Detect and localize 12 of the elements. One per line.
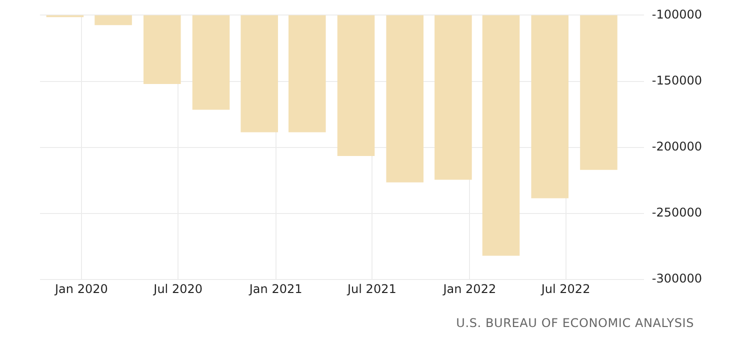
y-tick-label: -200000 xyxy=(652,140,702,154)
x-tick-label: Jan 2022 xyxy=(442,282,496,296)
x-tick-label: Jan 2020 xyxy=(54,282,108,296)
x-tick-label: Jul 2020 xyxy=(152,282,203,296)
text: U.S. BUREAU OF ECONOMIC ANALYSIS xyxy=(456,316,694,330)
x-tick-label: Jan 2021 xyxy=(248,282,302,296)
y-tick-label: -100000 xyxy=(652,7,702,22)
y-tick-label: -300000 xyxy=(652,272,702,286)
y-tick-label: -150000 xyxy=(652,73,702,88)
y-tick-label: -250000 xyxy=(652,206,702,220)
x-tick-label: Jul 2021 xyxy=(346,282,396,296)
x-tick-label: Jul 2022 xyxy=(540,282,590,296)
